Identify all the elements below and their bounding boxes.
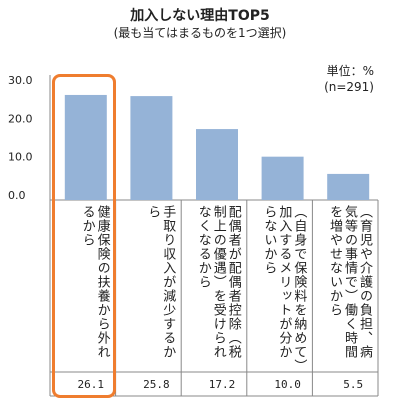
category-label: 配偶者が配偶者控除（税制上の優遇）を受けられなくなるから <box>195 205 241 359</box>
data-label: 5.5 <box>343 378 364 391</box>
category-label: 健康保険の扶養から外れるから <box>79 205 110 359</box>
data-label: 25.8 <box>143 378 170 391</box>
unit-note: 単位：% <box>326 64 374 78</box>
sample-size-note: (n=291) <box>324 80 374 94</box>
highlight-box <box>52 74 116 398</box>
data-label: 10.0 <box>274 378 301 391</box>
y-tick-label: 0.0 <box>8 189 26 202</box>
y-tick-label: 20.0 <box>8 112 33 125</box>
bar <box>64 94 107 200</box>
category-label: （自身で保険料を納めて）加入するメリットが分からないから <box>261 205 307 367</box>
bar <box>261 156 304 200</box>
data-label: 26.1 <box>77 378 105 391</box>
category-label: 手取り収入が減少するから <box>145 205 176 359</box>
chart-title: 加入しない理由TOP5 <box>130 8 270 24</box>
bar <box>196 129 238 200</box>
y-tick-label: 10.0 <box>8 151 33 164</box>
bar <box>130 96 173 200</box>
chart-subtitle: (最も当てはまるものを1つ選択) <box>113 26 287 40</box>
data-label: 17.2 <box>208 378 236 391</box>
y-tick-label: 30.0 <box>8 74 33 87</box>
category-label: （育児や介護の負担、病気等の事情で）働く時間を増やせないから <box>326 205 372 359</box>
bar <box>327 173 370 200</box>
